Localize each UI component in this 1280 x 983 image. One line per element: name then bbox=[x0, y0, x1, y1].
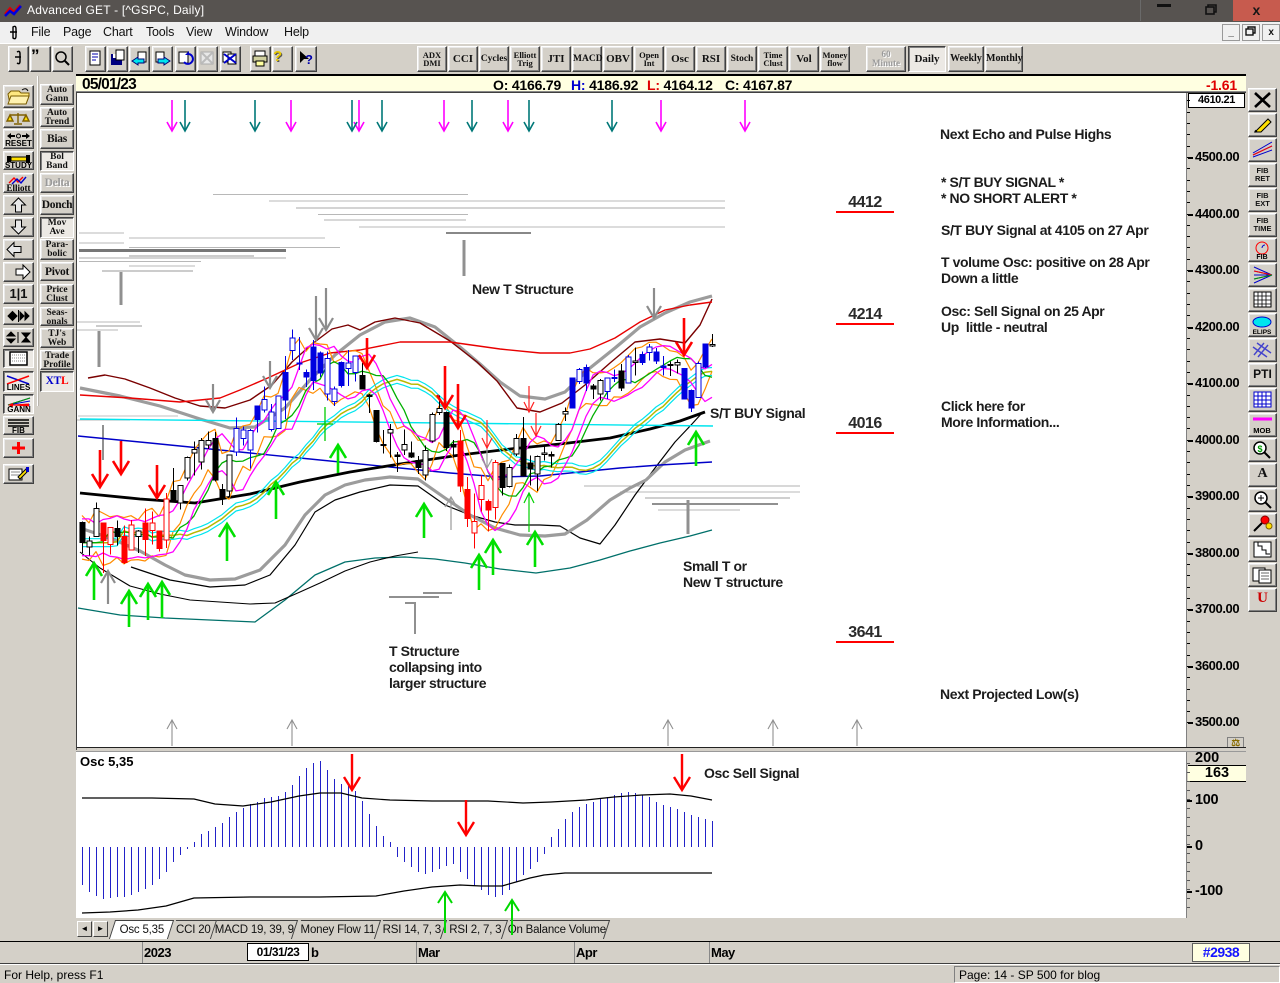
svg-text:?: ? bbox=[305, 52, 313, 67]
svg-text:FIB: FIB bbox=[1256, 254, 1267, 261]
svg-text:ELIPS: ELIPS bbox=[1253, 329, 1272, 336]
svg-text:GANN: GANN bbox=[7, 405, 31, 413]
svg-text:$: $ bbox=[1257, 444, 1262, 454]
svg-text:Elliott: Elliott bbox=[7, 183, 31, 192]
svg-text:STUDY: STUDY bbox=[5, 161, 33, 169]
svg-text:LINES: LINES bbox=[7, 383, 31, 391]
svg-text:RESET: RESET bbox=[5, 139, 32, 148]
svg-text:MOB: MOB bbox=[1253, 426, 1271, 435]
svg-text:FIB: FIB bbox=[12, 426, 25, 434]
